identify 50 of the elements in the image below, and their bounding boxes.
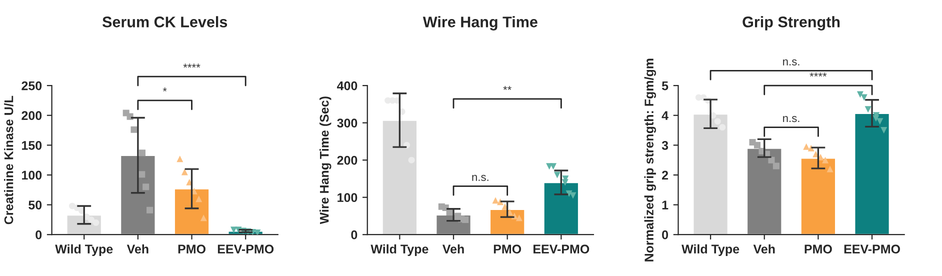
y-tick-label: 0 [351,230,358,240]
x-tick-label: PMO [178,244,206,254]
y-axis-title: Normalized grip strength: Fgm/gm [644,58,656,262]
x-tick-label: Wild Type [682,244,740,256]
bar [542,182,580,235]
bar [692,113,729,235]
x-tick-label: Veh [753,244,775,254]
annotation: n.s. [783,116,800,122]
annotation: * [162,88,167,92]
chart-title: Grip Strength [742,16,840,30]
y-tick-label: 2 [662,170,668,180]
x-tick-label: EEV-PMO [844,244,900,254]
y-tick-label: 4 [662,111,668,120]
y-tick-label: 200 [337,156,358,165]
x-tick-label: Veh [442,244,464,254]
y-tick-label: 200 [22,111,42,120]
bar [800,157,836,235]
annotation: n.s. [472,174,488,181]
bar [120,154,156,235]
text: **** [183,64,200,68]
chart-title: Wire Hang Time [422,16,538,30]
y-axis-title: Creatinine Kinase U/L [4,96,14,224]
y-tick-label: 5 [662,81,668,90]
text: **** [810,72,827,77]
text: n.s. [783,59,800,66]
bar [854,112,890,235]
chart-title: Serum CK Levels [102,16,228,28]
x-tick-label: EEV-PMO [534,244,590,254]
x-tick-label: PMO [804,244,832,254]
bar [174,188,210,235]
y-tick-label: 3 [662,140,668,150]
y-axis-title: Wire Hang Time (Sec) [320,96,332,224]
y-tick-label: 0 [662,230,668,240]
x-tick-label: Wild Type [55,244,113,256]
y-tick-label: 400 [336,81,358,90]
y-tick-label: 0 [36,230,42,240]
y-tick-label: 50 [28,200,42,210]
y-tick-label: 1 [662,200,668,210]
bar [381,120,418,235]
y-tick-label: 100 [22,170,42,180]
annotation: ** [503,86,512,90]
x-tick-label: Veh [126,244,148,254]
y-tick-label: 150 [22,140,42,150]
y-tick-label: 100 [338,193,358,202]
y-tick-label: 300 [337,118,358,128]
x-tick-label: EEV-PMO [218,244,274,254]
bar [746,147,783,235]
x-tick-label: Wild Type [370,244,428,256]
y-tick-label: 250 [22,81,42,90]
x-tick-label: PMO [494,244,522,254]
